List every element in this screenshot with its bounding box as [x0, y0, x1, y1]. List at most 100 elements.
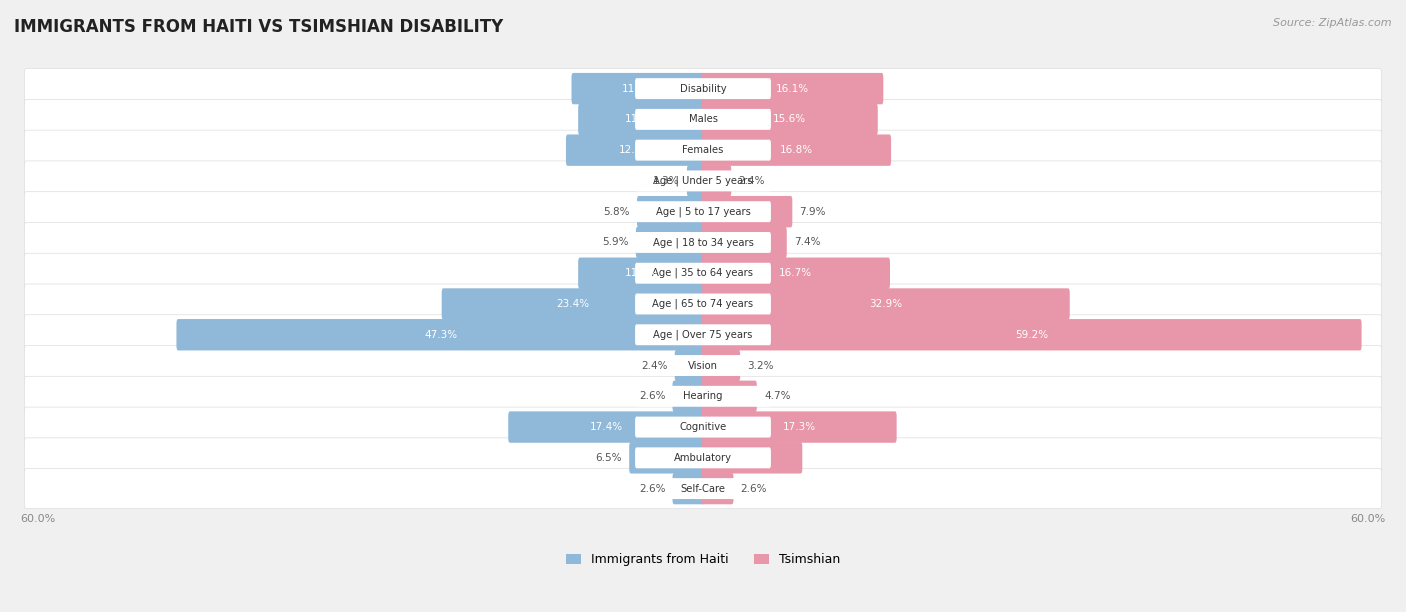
FancyBboxPatch shape	[636, 171, 770, 192]
Text: Age | 35 to 64 years: Age | 35 to 64 years	[652, 268, 754, 278]
Text: 16.8%: 16.8%	[780, 145, 813, 155]
FancyBboxPatch shape	[630, 442, 704, 474]
Text: 6.5%: 6.5%	[596, 453, 621, 463]
Text: Disability: Disability	[679, 84, 727, 94]
FancyBboxPatch shape	[672, 381, 704, 412]
FancyBboxPatch shape	[508, 411, 704, 442]
FancyBboxPatch shape	[636, 109, 770, 130]
Text: 47.3%: 47.3%	[425, 330, 457, 340]
FancyBboxPatch shape	[702, 165, 731, 196]
FancyBboxPatch shape	[702, 319, 1361, 351]
FancyBboxPatch shape	[24, 69, 1382, 108]
Text: 32.9%: 32.9%	[869, 299, 903, 309]
FancyBboxPatch shape	[702, 73, 883, 104]
FancyBboxPatch shape	[24, 346, 1382, 386]
Text: 5.8%: 5.8%	[603, 207, 630, 217]
Text: Males: Males	[689, 114, 717, 124]
FancyBboxPatch shape	[24, 130, 1382, 170]
Text: 16.7%: 16.7%	[779, 268, 813, 278]
FancyBboxPatch shape	[177, 319, 704, 351]
FancyBboxPatch shape	[636, 201, 770, 222]
FancyBboxPatch shape	[702, 411, 897, 442]
FancyBboxPatch shape	[636, 355, 770, 376]
Text: 60.0%: 60.0%	[1350, 514, 1385, 524]
FancyBboxPatch shape	[636, 324, 770, 345]
Text: 2.4%: 2.4%	[641, 360, 668, 370]
Text: 8.8%: 8.8%	[738, 453, 765, 463]
FancyBboxPatch shape	[675, 350, 704, 381]
FancyBboxPatch shape	[636, 78, 770, 99]
FancyBboxPatch shape	[636, 263, 770, 284]
Legend: Immigrants from Haiti, Tsimshian: Immigrants from Haiti, Tsimshian	[567, 553, 839, 566]
Text: 2.6%: 2.6%	[638, 391, 665, 401]
FancyBboxPatch shape	[702, 196, 793, 228]
Text: Vision: Vision	[688, 360, 718, 370]
Text: Cognitive: Cognitive	[679, 422, 727, 432]
FancyBboxPatch shape	[567, 135, 704, 166]
FancyBboxPatch shape	[702, 135, 891, 166]
Text: 11.1%: 11.1%	[624, 268, 658, 278]
Text: 2.6%: 2.6%	[741, 483, 768, 494]
Text: Hearing: Hearing	[683, 391, 723, 401]
Text: 1.3%: 1.3%	[654, 176, 679, 186]
FancyBboxPatch shape	[571, 73, 704, 104]
FancyBboxPatch shape	[702, 473, 734, 504]
FancyBboxPatch shape	[24, 376, 1382, 416]
FancyBboxPatch shape	[636, 386, 770, 407]
Text: Age | 65 to 74 years: Age | 65 to 74 years	[652, 299, 754, 309]
FancyBboxPatch shape	[24, 192, 1382, 232]
FancyBboxPatch shape	[24, 161, 1382, 201]
Text: Age | Under 5 years: Age | Under 5 years	[654, 176, 752, 186]
Text: Self-Care: Self-Care	[681, 483, 725, 494]
FancyBboxPatch shape	[578, 103, 704, 135]
Text: 12.2%: 12.2%	[619, 145, 652, 155]
FancyBboxPatch shape	[636, 447, 770, 468]
FancyBboxPatch shape	[24, 253, 1382, 293]
Text: 7.9%: 7.9%	[800, 207, 827, 217]
Text: 11.1%: 11.1%	[624, 114, 658, 124]
Text: Age | Over 75 years: Age | Over 75 years	[654, 329, 752, 340]
FancyBboxPatch shape	[24, 99, 1382, 140]
FancyBboxPatch shape	[24, 438, 1382, 478]
FancyBboxPatch shape	[24, 407, 1382, 447]
FancyBboxPatch shape	[702, 381, 756, 412]
Text: 2.4%: 2.4%	[738, 176, 765, 186]
Text: 23.4%: 23.4%	[557, 299, 589, 309]
FancyBboxPatch shape	[24, 222, 1382, 263]
Text: Source: ZipAtlas.com: Source: ZipAtlas.com	[1274, 18, 1392, 28]
FancyBboxPatch shape	[636, 227, 704, 258]
FancyBboxPatch shape	[24, 315, 1382, 355]
Text: 5.9%: 5.9%	[602, 237, 628, 247]
Text: 2.6%: 2.6%	[638, 483, 665, 494]
Text: Age | 5 to 17 years: Age | 5 to 17 years	[655, 206, 751, 217]
FancyBboxPatch shape	[702, 288, 1070, 319]
FancyBboxPatch shape	[702, 350, 740, 381]
Text: IMMIGRANTS FROM HAITI VS TSIMSHIAN DISABILITY: IMMIGRANTS FROM HAITI VS TSIMSHIAN DISAB…	[14, 18, 503, 36]
FancyBboxPatch shape	[636, 140, 770, 160]
Text: 60.0%: 60.0%	[21, 514, 56, 524]
FancyBboxPatch shape	[578, 258, 704, 289]
Text: Ambulatory: Ambulatory	[673, 453, 733, 463]
FancyBboxPatch shape	[636, 417, 770, 438]
Text: 59.2%: 59.2%	[1015, 330, 1047, 340]
Text: 4.7%: 4.7%	[763, 391, 790, 401]
FancyBboxPatch shape	[702, 103, 877, 135]
FancyBboxPatch shape	[637, 196, 704, 228]
Text: 17.4%: 17.4%	[591, 422, 623, 432]
FancyBboxPatch shape	[702, 442, 803, 474]
Text: 11.7%: 11.7%	[621, 84, 655, 94]
Text: Females: Females	[682, 145, 724, 155]
FancyBboxPatch shape	[24, 469, 1382, 509]
Text: Age | 18 to 34 years: Age | 18 to 34 years	[652, 237, 754, 248]
Text: 16.1%: 16.1%	[776, 84, 808, 94]
FancyBboxPatch shape	[636, 294, 770, 315]
Text: 15.6%: 15.6%	[773, 114, 806, 124]
FancyBboxPatch shape	[24, 284, 1382, 324]
Text: 17.3%: 17.3%	[782, 422, 815, 432]
FancyBboxPatch shape	[636, 232, 770, 253]
FancyBboxPatch shape	[688, 165, 704, 196]
FancyBboxPatch shape	[441, 288, 704, 319]
FancyBboxPatch shape	[672, 473, 704, 504]
Text: 7.4%: 7.4%	[794, 237, 821, 247]
Text: 3.2%: 3.2%	[748, 360, 773, 370]
